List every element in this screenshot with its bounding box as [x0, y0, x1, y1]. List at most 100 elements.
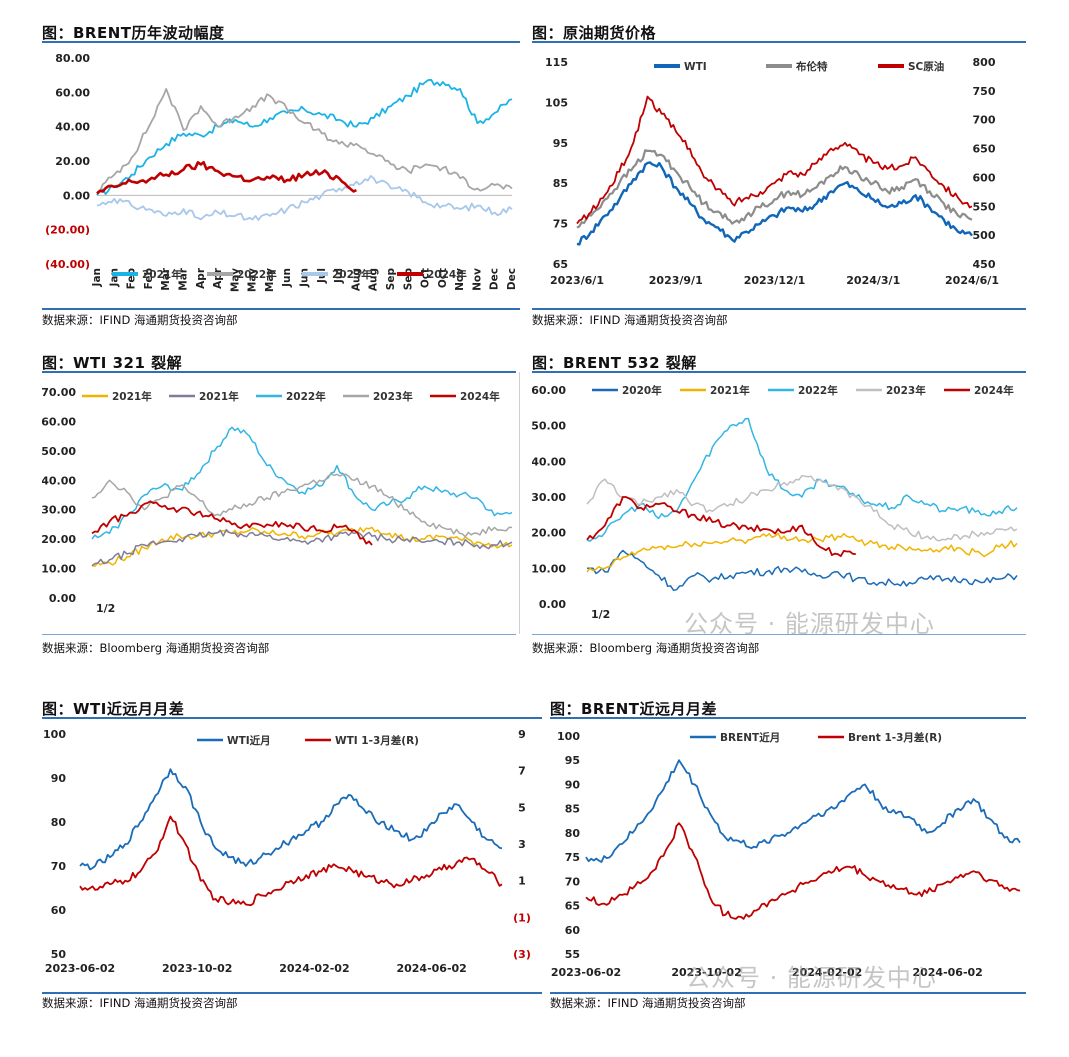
- series-line: [91, 526, 513, 567]
- y-tick-label: 75: [553, 218, 568, 231]
- y-right-tick-label: 5: [518, 801, 526, 814]
- x-tick-label: 1/2: [591, 608, 610, 621]
- x-tick-label: Aug: [368, 268, 380, 291]
- series-line: [91, 473, 512, 538]
- y-tick-label: 90: [51, 772, 67, 785]
- series-line: [586, 549, 1018, 592]
- legend-label: 2022年: [237, 268, 277, 281]
- y-tick-label: 50.00: [42, 445, 76, 458]
- y-right-tick-label: (1): [513, 911, 531, 924]
- y-right-tick-label: 650: [973, 143, 996, 156]
- x-tick-label: 2024-06-02: [912, 966, 982, 979]
- y-tick-label: 30.00: [42, 504, 76, 517]
- series-line: [586, 496, 856, 557]
- y-tick-label: 100: [43, 728, 66, 741]
- panel-title: 图：BRENT近远月月差: [550, 700, 718, 718]
- x-tick-label: 2023-06-02: [551, 966, 621, 979]
- x-tick-label: 2024-02-02: [792, 966, 862, 979]
- legend-label: 2021年: [710, 384, 750, 397]
- y-tick-label: 20.00: [42, 533, 76, 546]
- x-tick-label: Sep: [385, 268, 397, 291]
- title-rule: [42, 717, 542, 719]
- series-line: [96, 161, 357, 195]
- panel-crude-futures: 图：原油期货价格 115 105 95 85 75 65 800 750 700 650 600 55…: [532, 22, 1026, 332]
- chart-wti-321: 70.00 60.00 50.00 40.00 30.00 20.00 10.00 0.00 1…: [42, 386, 513, 615]
- y-tick-label: 85: [553, 177, 568, 190]
- y-right-tick-label: 500: [973, 229, 996, 242]
- x-tick-label: Feb: [143, 268, 155, 290]
- panel-brent-spread: 图：BRENT近远月月差 10095908580757065605586420(…: [550, 698, 1026, 1018]
- source-note: 数据来源：IFIND 海通期货投资咨询部: [550, 996, 746, 1010]
- y-tick-label: 65: [565, 900, 580, 913]
- y-tick-label: 30.00: [532, 491, 566, 504]
- legend-label: 2023年: [886, 384, 926, 397]
- series-line: [96, 175, 513, 221]
- y-tick-label: 70: [51, 860, 67, 873]
- series-line: [576, 161, 973, 246]
- series-line: [96, 79, 513, 196]
- legend-label: SC原油: [908, 60, 944, 73]
- x-tick-label: Mar: [177, 267, 189, 291]
- series-line: [79, 768, 503, 871]
- x-tick-label: 2023/12/1: [744, 274, 806, 287]
- panel-title: 图：BRENT 532 裂解: [532, 354, 697, 372]
- y-tick-label: 80.00: [55, 52, 90, 65]
- legend-label: 2022年: [798, 384, 838, 397]
- legend-label: 2021年: [112, 390, 152, 403]
- legend-label: 2020年: [622, 384, 662, 397]
- x-tick-label: Oct: [437, 268, 449, 288]
- y-tick-label: 55: [565, 948, 580, 961]
- y-tick-label: 75: [565, 851, 580, 864]
- legend-label: BRENT近月: [720, 731, 780, 744]
- legend-label: Brent 1-3月差(R): [848, 731, 942, 744]
- y-tick-label: 60: [51, 904, 67, 917]
- chart-wti-spread: 100 90 80 70 60 50 9 7 5 3 1 (1) (3) 2023-06-02 2023-1…: [43, 728, 531, 975]
- y-right-tick-label: (2): [1025, 948, 1026, 961]
- y-tick-label: 60.00: [55, 86, 90, 99]
- y-tick-label: 95: [553, 137, 568, 150]
- watermark-text: 公众号 · 能源研发中心: [686, 964, 937, 992]
- x-tick-label: Jul: [333, 268, 345, 284]
- y-tick-label: 70.00: [42, 386, 76, 399]
- panel-title: 图：WTI 321 裂解: [42, 354, 183, 372]
- x-tick-label: Nov: [454, 268, 466, 291]
- y-tick-label: 0.00: [539, 598, 566, 611]
- y-tick-label: 0.00: [63, 189, 90, 202]
- x-tick-label: Apr: [195, 267, 207, 289]
- bottom-rule: [532, 308, 1026, 310]
- title-rule: [532, 371, 1026, 373]
- y-right-tick-label: 3: [518, 838, 526, 851]
- x-tick-label: Jan: [91, 268, 103, 287]
- legend-label: 2021年: [142, 268, 182, 281]
- legend-label: 2024年: [460, 390, 500, 403]
- y-tick-label: 10.00: [42, 563, 76, 576]
- legend-label: 2021年: [199, 390, 239, 403]
- x-tick-label: 2024/3/1: [846, 274, 900, 287]
- panel-title: 图：BRENT历年波动幅度: [42, 24, 225, 42]
- legend-label: 2024年: [427, 268, 467, 281]
- y-right-tick-label: 550: [973, 200, 996, 213]
- series-line: [91, 528, 513, 567]
- series-line: [586, 474, 1018, 542]
- legend-label: WTI 1-3月差(R): [335, 734, 419, 747]
- y-right-tick-label: 800: [973, 56, 996, 69]
- y-tick-label: 40.00: [55, 121, 90, 134]
- panel-divider: [519, 372, 520, 634]
- source-note: 数据来源：Bloomberg 海通期货投资咨询部: [532, 641, 760, 655]
- bottom-rule: [42, 634, 516, 635]
- y-tick-label: 70: [565, 875, 581, 888]
- y-right-tick-label: 700: [973, 114, 996, 127]
- x-tick-label: 2023/9/1: [649, 274, 703, 287]
- y-right-tick-label: 450: [973, 258, 996, 271]
- series-line: [79, 815, 503, 907]
- x-tick-label: 2024-06-02: [396, 962, 466, 975]
- series-line: [91, 500, 373, 546]
- y-tick-label: 0.00: [49, 592, 76, 605]
- legend-label: 布伦特: [796, 60, 828, 73]
- y-right-tick-label: 750: [973, 85, 996, 98]
- y-right-tick-label: 9: [518, 728, 526, 741]
- x-tick-label: 2023/6/1: [550, 274, 604, 287]
- x-tick-label: Apr: [212, 267, 224, 289]
- y-tick-label: 80: [565, 827, 581, 840]
- y-tick-label: 95: [565, 754, 580, 767]
